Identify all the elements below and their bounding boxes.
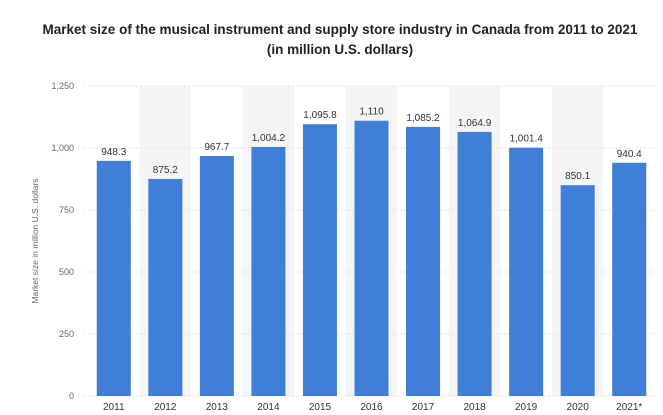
y-tick-label: 1,000: [51, 143, 74, 153]
value-label: 1,064.9: [458, 118, 492, 129]
bar: [560, 185, 595, 396]
value-labels: 948.3 875.2 967.7 1,004.2 1,095.8 1,110 1,085.…: [101, 107, 642, 182]
x-tick-label: 2021*: [616, 402, 642, 413]
bar: [354, 120, 389, 396]
value-label: 850.1: [565, 171, 590, 182]
value-label: 948.3: [101, 147, 126, 158]
x-tick-label: 2012: [154, 402, 177, 413]
bar: [612, 162, 647, 396]
x-tick-label: 2020: [567, 402, 590, 413]
bar: [302, 124, 337, 396]
x-axis-labels: 2011 2012 2013 2014 2015 2016 2017 2018 2019 2020…: [103, 402, 642, 413]
x-tick-label: 2017: [412, 402, 435, 413]
x-tick-label: 2013: [206, 402, 229, 413]
x-tick-label: 2014: [257, 402, 280, 413]
y-axis-title: Market size in million U.S. dollars: [30, 178, 40, 303]
x-tick-label: 2018: [463, 402, 486, 413]
value-label: 875.2: [153, 165, 178, 176]
y-tick-label: 250: [59, 329, 74, 339]
value-label: 967.7: [204, 142, 229, 153]
bar: [148, 178, 183, 396]
chart-title: Market size of the musical instrument an…: [42, 22, 638, 57]
value-label: 1,085.2: [406, 113, 440, 124]
bars: [96, 120, 647, 397]
x-tick-label: 2011: [103, 402, 125, 413]
value-label: 1,095.8: [303, 110, 337, 121]
y-tick-label: 500: [59, 267, 74, 277]
y-axis-ticks: 0 250 500 750 1,000 1,250: [51, 81, 74, 401]
x-tick-label: 2016: [360, 402, 383, 413]
y-tick-label: 750: [59, 205, 74, 215]
x-tick-label: 2015: [309, 402, 332, 413]
bar: [96, 160, 131, 396]
y-tick-label: 0: [69, 391, 74, 401]
bar: [457, 131, 492, 397]
bar: [199, 156, 234, 396]
value-label: 1,110: [359, 107, 384, 118]
y-tick-label: 1,250: [51, 81, 74, 91]
bar: [251, 146, 286, 396]
bar: [509, 147, 544, 396]
value-label: 1,004.2: [252, 133, 286, 144]
value-label: 1,001.4: [509, 134, 543, 145]
x-tick-label: 2019: [515, 402, 538, 413]
bar: [406, 126, 441, 397]
value-label: 940.4: [617, 149, 642, 160]
